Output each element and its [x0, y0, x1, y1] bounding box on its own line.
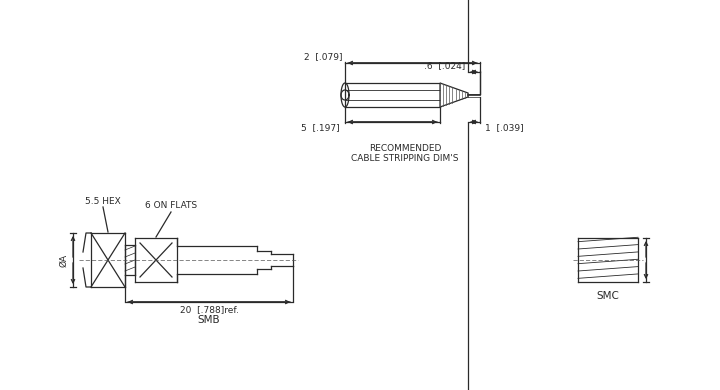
Text: 1  [.039]: 1 [.039]: [485, 124, 523, 133]
Text: 5  [.197]: 5 [.197]: [302, 124, 340, 133]
Text: 5.5 HEX: 5.5 HEX: [85, 197, 121, 206]
Text: 6 ON FLATS: 6 ON FLATS: [145, 202, 197, 211]
Text: 2  [.079]: 2 [.079]: [304, 53, 342, 62]
Text: RECOMMENDED
CABLE STRIPPING DIM'S: RECOMMENDED CABLE STRIPPING DIM'S: [351, 144, 459, 163]
Text: 20  [.788]ref.: 20 [.788]ref.: [179, 305, 238, 314]
Text: SMB: SMB: [198, 315, 220, 325]
Text: ØA: ØA: [59, 254, 68, 266]
Text: .6  [.024]: .6 [.024]: [424, 62, 465, 71]
Text: SMC: SMC: [597, 291, 619, 301]
